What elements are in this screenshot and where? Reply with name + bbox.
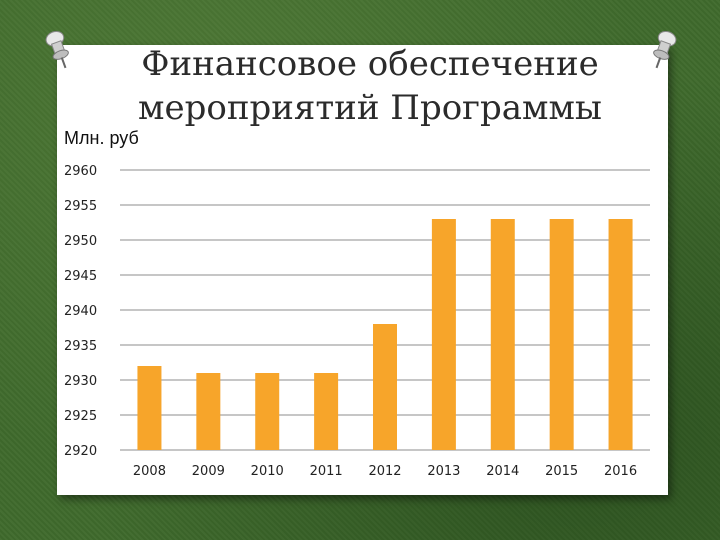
bar-2009 (196, 373, 221, 450)
bar-2011 (314, 373, 339, 450)
y-tick-label: 2920 (64, 444, 97, 459)
y-tick-label: 2950 (64, 234, 97, 249)
bar-2015 (549, 219, 574, 450)
x-tick-label: 2013 (427, 464, 460, 479)
title-line-1: Финансовое обеспечение (141, 44, 599, 84)
x-tick-label: 2014 (486, 464, 519, 479)
bar-2014 (490, 219, 515, 450)
y-tick-label: 2925 (64, 409, 97, 424)
bar-2016 (608, 219, 633, 450)
bar-2013 (431, 219, 456, 450)
bar-2008 (137, 366, 162, 450)
x-tick-label: 2010 (251, 464, 284, 479)
x-tick-label: 2009 (192, 464, 225, 479)
pushpin-icon-left (45, 30, 69, 69)
y-tick-label: 2940 (64, 304, 97, 319)
bar-2012 (373, 324, 397, 450)
slide-title: Финансовое обеспечение мероприятий Прогр… (110, 42, 630, 130)
y-tick-label: 2960 (64, 164, 97, 179)
x-tick-label: 2008 (133, 464, 166, 479)
x-tick-label: 2016 (604, 464, 637, 479)
x-tick-label: 2011 (310, 464, 343, 479)
pushpin-icon-right (653, 30, 677, 69)
y-tick-label: 2930 (64, 374, 97, 389)
x-tick-label: 2012 (368, 464, 401, 479)
y-axis-unit-label: Млн. руб (64, 128, 139, 148)
x-tick-label: 2015 (545, 464, 578, 479)
y-tick-label: 2945 (64, 269, 97, 284)
y-tick-label: 2955 (64, 199, 97, 214)
y-tick-label: 2935 (64, 339, 97, 354)
bar-2010 (255, 373, 280, 450)
title-line-2: мероприятий Программы (138, 88, 602, 128)
